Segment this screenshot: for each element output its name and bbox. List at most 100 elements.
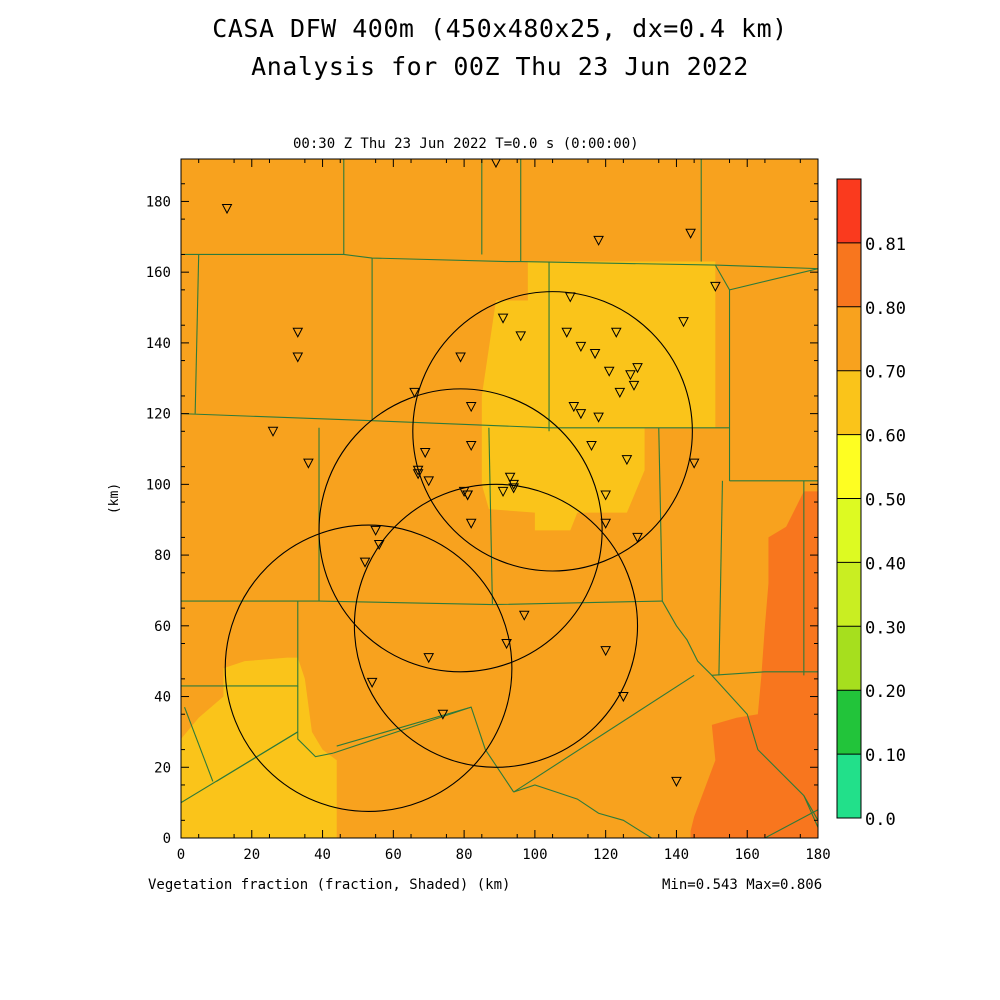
x-tick-label-80: 80	[456, 847, 473, 863]
y-tick-label-180: 180	[146, 194, 171, 210]
y-axis-label: (km)	[107, 483, 122, 514]
station-marker-13	[561, 327, 573, 338]
county-boundary-23	[181, 731, 299, 804]
radar-range-ring-1	[412, 291, 693, 572]
station-marker-1	[491, 159, 501, 169]
station-marker-42	[462, 490, 473, 501]
station-marker-57	[671, 776, 682, 787]
colorbar-segment-1	[837, 690, 861, 755]
station-marker-17	[603, 366, 615, 377]
x-tick-label-60: 60	[385, 847, 402, 863]
county-boundary-28	[513, 784, 652, 838]
shaded-region-southeast-high	[690, 491, 818, 838]
colorbar-segment-8	[837, 242, 861, 307]
county-boundary-14	[658, 427, 663, 602]
station-marker-49	[359, 557, 371, 568]
station-marker-21	[632, 363, 643, 374]
colorbar-label-2: 0.20	[865, 682, 906, 702]
station-marker-3	[685, 228, 696, 239]
county-boundary-6	[194, 254, 200, 414]
county-boundary-24	[184, 706, 214, 782]
colorbar-segment-3	[837, 562, 861, 627]
station-marker-51	[501, 638, 512, 650]
station-marker-45	[600, 518, 611, 529]
station-marker-0	[221, 204, 233, 215]
station-marker-5	[292, 327, 304, 338]
colorbar-segment-9	[837, 179, 861, 243]
min-max-label: Min=0.543 Max=0.806	[662, 877, 823, 893]
station-marker-43	[600, 490, 611, 501]
station-marker-32	[688, 458, 700, 469]
station-marker-18	[625, 370, 636, 381]
county-boundary-30	[764, 809, 818, 838]
x-tick-label-100: 100	[522, 847, 547, 863]
y-tick-label-0: 0	[163, 831, 171, 847]
station-marker-8	[303, 458, 314, 469]
chart-subtitle: Analysis for 00Z Thu 23 Jun 2022	[251, 52, 749, 81]
colorbar-segment-2	[837, 626, 861, 691]
station-marker-37	[508, 479, 519, 490]
chart-title: CASA DFW 400m (450x480x25, dx=0.4 km)	[212, 14, 788, 43]
colorbar-label-6: 0.60	[865, 427, 906, 447]
colorbar-segment-5	[837, 434, 861, 499]
station-marker-54	[366, 677, 378, 688]
station-marker-52	[600, 646, 611, 657]
y-tick-label-100: 100	[146, 477, 171, 493]
colorbar-label-5: 0.50	[865, 491, 906, 511]
county-boundary-26	[336, 706, 472, 747]
station-marker-48	[373, 539, 385, 551]
x-tick-label-160: 160	[735, 847, 760, 863]
station-marker-40	[458, 486, 470, 497]
station-marker-23	[409, 387, 420, 398]
station-marker-7	[267, 426, 279, 437]
station-marker-2	[593, 235, 604, 246]
station-marker-29	[465, 440, 477, 452]
colorbar-label-0: 0.0	[865, 810, 896, 830]
station-marker-27	[593, 412, 604, 423]
county-boundary-21	[297, 685, 334, 758]
y-tick-label-40: 40	[154, 690, 171, 706]
x-tick-label-40: 40	[314, 847, 331, 863]
y-tick-label-20: 20	[154, 760, 171, 776]
county-boundary-16	[661, 600, 818, 676]
station-marker-22	[455, 352, 466, 363]
station-marker-15	[589, 349, 601, 360]
county-boundary-10	[372, 420, 730, 429]
station-marker-50	[518, 610, 530, 621]
x-tick-label-140: 140	[664, 847, 689, 863]
colorbar-segment-6	[837, 370, 861, 435]
station-marker-30	[586, 440, 597, 452]
station-marker-56	[437, 709, 449, 720]
radar-range-ring-3	[353, 483, 639, 768]
y-tick-label-80: 80	[154, 548, 171, 564]
x-tick-label-180: 180	[805, 847, 830, 863]
radar-range-ring-2	[224, 524, 513, 813]
station-marker-26	[575, 409, 587, 420]
county-boundary-25	[332, 706, 515, 793]
colorbar-label-3: 0.30	[865, 618, 906, 638]
station-marker-55	[618, 692, 629, 703]
x-tick-label-120: 120	[593, 847, 618, 863]
station-marker-6	[292, 352, 304, 363]
y-tick-label-60: 60	[154, 619, 171, 635]
colorbar-segment-0	[837, 754, 861, 818]
station-marker-9	[564, 292, 576, 303]
station-marker-44	[465, 518, 477, 529]
county-boundary-15	[181, 600, 663, 606]
station-marker-28	[419, 448, 431, 459]
y-tick-label-160: 160	[146, 265, 171, 281]
colorbar-label-8: 0.80	[865, 299, 906, 319]
station-marker-25	[568, 402, 580, 413]
station-marker-19	[628, 380, 640, 391]
station-marker-39	[497, 486, 509, 497]
county-boundary-31	[803, 795, 818, 828]
station-marker-35	[423, 476, 435, 487]
station-marker-36	[504, 472, 516, 483]
station-marker-11	[497, 313, 509, 324]
station-marker-24	[465, 402, 477, 413]
y-tick-label-140: 140	[146, 336, 171, 352]
x-tick-label-20: 20	[243, 847, 260, 863]
valid-time-label: 00:30 Z Thu 23 Jun 2022 T=0.0 s (0:00:00…	[293, 136, 639, 152]
shaded-region-northeast-low	[481, 261, 716, 531]
